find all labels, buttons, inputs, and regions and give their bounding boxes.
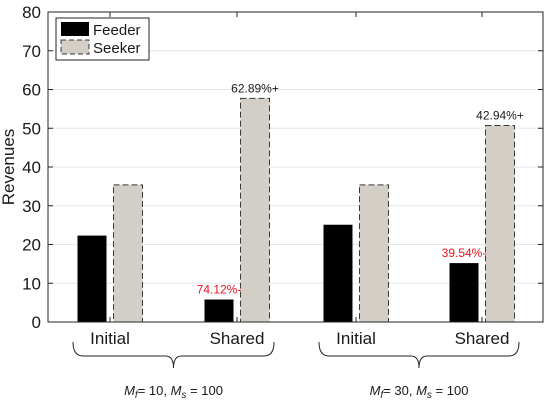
y-tick-label: 60 xyxy=(22,81,41,100)
data-label: 42.94%+ xyxy=(476,109,524,123)
group-brace xyxy=(318,341,520,369)
group-label-part: f xyxy=(380,390,384,401)
x-tick-label: Shared xyxy=(455,329,510,348)
x-tick-label: Initial xyxy=(336,329,376,348)
bar-seeker-shared xyxy=(485,125,515,323)
data-labels: 74.12%- 62.89%+ 39.54%- 42.94%+ xyxy=(197,81,524,296)
bar-feeder-shared xyxy=(204,299,234,322)
bar-feeder-initial xyxy=(77,235,107,322)
bar-seeker-initial xyxy=(359,184,389,323)
legend-label-seeker: Seeker xyxy=(93,40,141,57)
group-label-part: s xyxy=(181,390,186,401)
bar-feeder-shared xyxy=(449,263,479,322)
group-label-part: = 100 xyxy=(186,383,223,398)
y-tick-label: 0 xyxy=(32,313,41,332)
y-tick-label: 70 xyxy=(22,42,41,61)
group-label: Mf= 10, Ms = 100 xyxy=(124,383,223,401)
y-axis-label: Revenues xyxy=(0,129,18,206)
group-label-part: s xyxy=(427,390,432,401)
x-axis-ticks: Initial Shared Initial Shared xyxy=(90,12,509,348)
bar-seeker-shared xyxy=(240,97,270,323)
y-tick-label: 10 xyxy=(22,274,41,293)
group-label-part: M xyxy=(370,383,381,398)
y-tick-label: 40 xyxy=(22,158,41,177)
y-tick-label: 50 xyxy=(22,119,41,138)
y-tick-label: 30 xyxy=(22,197,41,216)
legend-swatch-seeker xyxy=(60,39,90,55)
group-label-part: = 100 xyxy=(432,383,469,398)
group-label: Mf= 30, Ms = 100 xyxy=(370,383,469,401)
group-label-part: = 30, xyxy=(383,383,416,398)
bar-feeder-initial xyxy=(323,224,353,322)
x-tick-label: Shared xyxy=(210,329,265,348)
group-label-part: M xyxy=(124,383,135,398)
y-tick-label: 80 xyxy=(22,3,41,22)
group-label-part: = 10, xyxy=(138,383,171,398)
data-label: 62.89%+ xyxy=(231,81,279,95)
group-brace xyxy=(72,341,275,369)
y-axis-ticks: 0 10 20 30 40 50 60 70 80 xyxy=(22,3,543,332)
group-label-part: M xyxy=(171,383,182,398)
data-label: 74.12%- xyxy=(197,283,242,297)
y-tick-label: 20 xyxy=(22,236,41,255)
group-braces: Mf= 10, Ms = 100 Mf= 30, Ms = 100 xyxy=(72,341,520,401)
bars-layer xyxy=(77,97,515,323)
group-label-part: M xyxy=(416,383,427,398)
legend-label-feeder: Feeder xyxy=(93,22,141,39)
data-label: 39.54%- xyxy=(442,246,487,260)
group-label-part: f xyxy=(135,390,139,401)
bar-seeker-initial xyxy=(113,184,143,323)
legend-swatch-feeder xyxy=(61,22,89,36)
x-tick-label: Initial xyxy=(90,329,130,348)
